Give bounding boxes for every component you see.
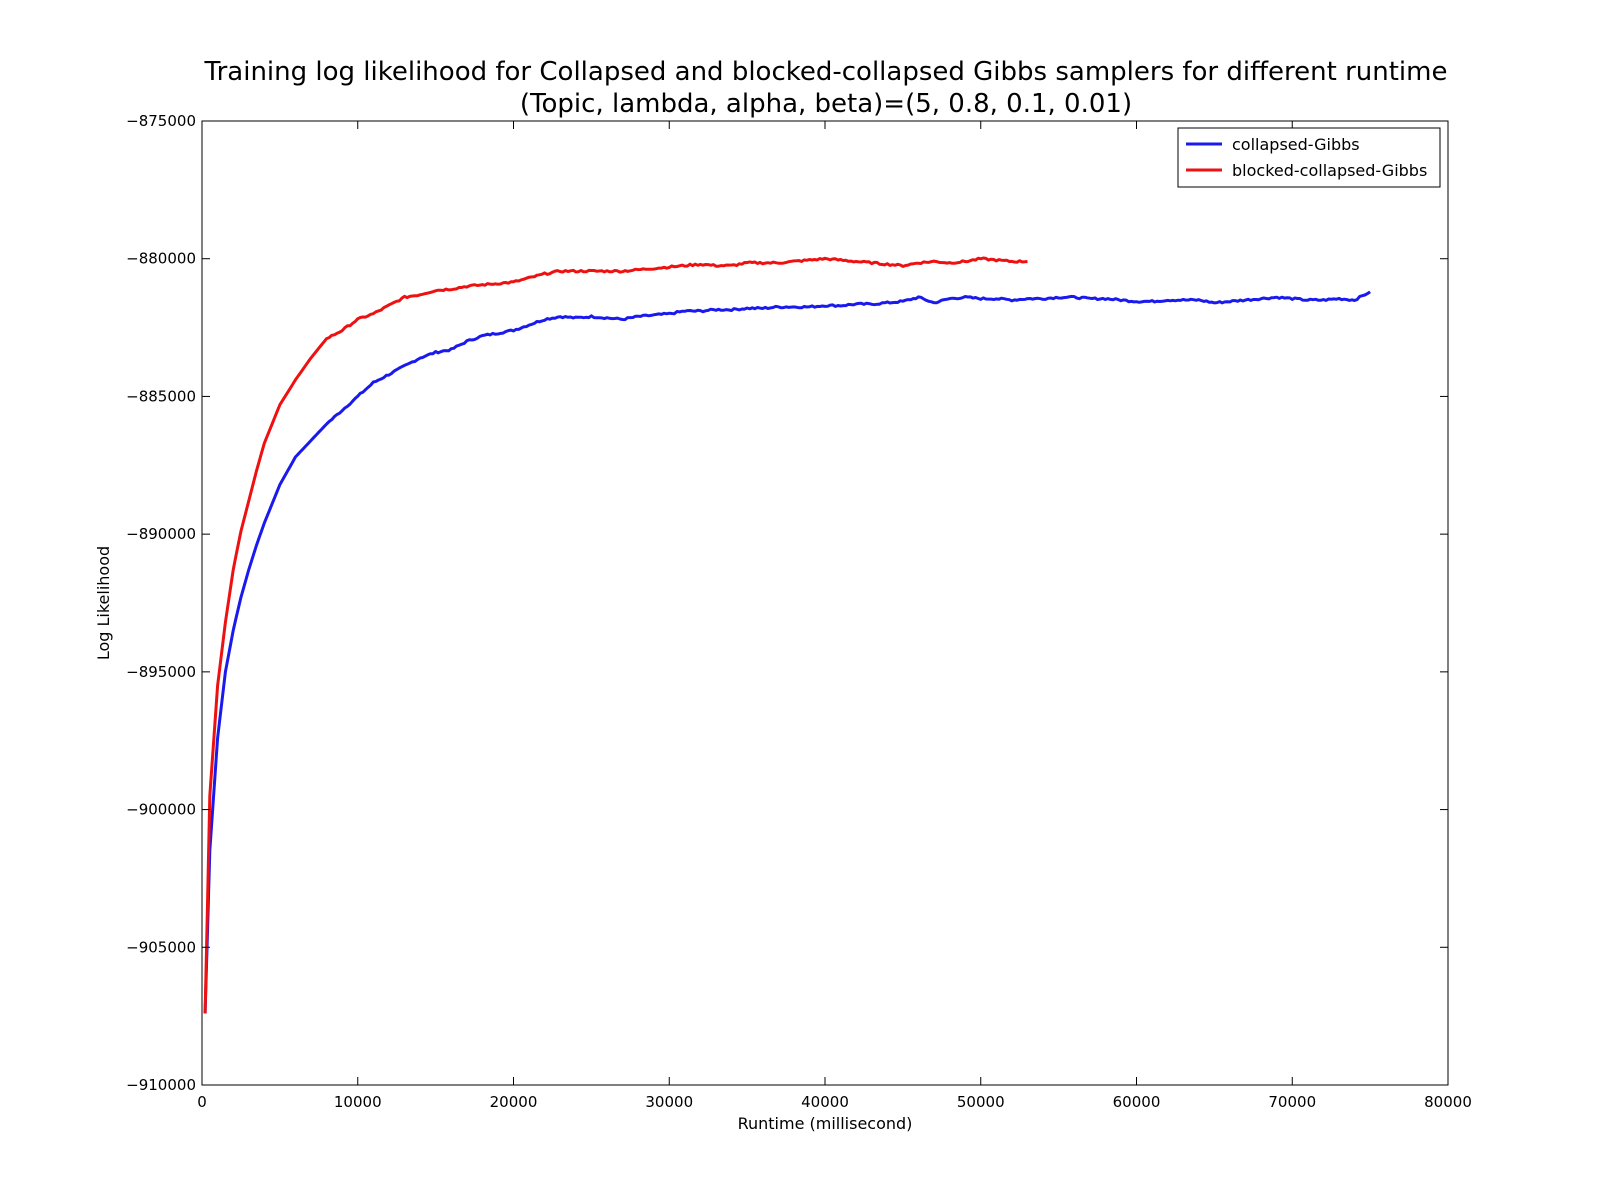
y-tick-label: −900000 (126, 801, 196, 819)
y-axis-label: Log Likelihood (94, 546, 113, 660)
x-tick-label: 70000 (1268, 1093, 1316, 1111)
x-tick-label: 10000 (334, 1093, 382, 1111)
y-tick-label: −875000 (126, 112, 196, 130)
legend-box (1177, 127, 1441, 188)
series-line-blocked-collapsed-gibbs (203, 256, 1028, 1014)
y-tick-label: −905000 (126, 938, 196, 956)
chart-subtitle: (Topic, lambda, alpha, beta)=(5, 0.8, 0.… (520, 89, 1132, 119)
x-axis-label: Runtime (millisecond) (738, 1114, 913, 1133)
legend-label-collapsed-gibbs: collapsed-Gibbs (1232, 135, 1360, 154)
plot-frame (201, 120, 1449, 1086)
chart-title: Training log likelihood for Collapsed an… (204, 57, 1448, 87)
series-line-collapsed-gibbs (203, 290, 1371, 1014)
ticks-group: 0 10000 20000 30000 40000 50000 60000 70000 8000… (126, 112, 1472, 1111)
x-tick-label: 40000 (801, 1093, 849, 1111)
y-tick-label: −910000 (126, 1076, 196, 1094)
x-tick-label: 50000 (957, 1093, 1005, 1111)
x-tick-label: 60000 (1113, 1093, 1161, 1111)
y-tick-label: −895000 (126, 663, 196, 681)
y-tick-label: −890000 (126, 525, 196, 543)
legend-label-blocked-collapsed-gibbs: blocked-collapsed-Gibbs (1232, 161, 1427, 180)
y-tick-label: −885000 (126, 387, 196, 405)
x-tick-label: 20000 (490, 1093, 538, 1111)
x-tick-label: 0 (197, 1093, 207, 1111)
legend: collapsed-Gibbs blocked-collapsed-Gibbs (1177, 127, 1441, 188)
series-group (203, 256, 1371, 1014)
x-tick-label: 30000 (645, 1093, 693, 1111)
plot-area (202, 121, 1448, 1085)
y-tick-label: −880000 (126, 250, 196, 268)
x-tick-label: 80000 (1424, 1093, 1472, 1111)
